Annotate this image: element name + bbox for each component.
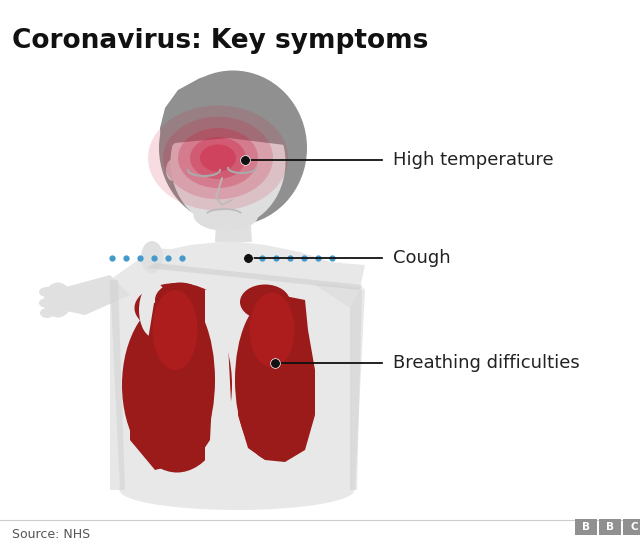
Ellipse shape <box>134 283 220 333</box>
Polygon shape <box>215 185 252 242</box>
Text: Breathing difficulties: Breathing difficulties <box>393 354 580 372</box>
FancyBboxPatch shape <box>575 519 597 535</box>
Ellipse shape <box>155 283 205 317</box>
Ellipse shape <box>163 117 273 199</box>
Ellipse shape <box>122 298 232 472</box>
Text: B: B <box>582 522 590 532</box>
Ellipse shape <box>148 106 288 211</box>
Polygon shape <box>130 430 205 470</box>
Ellipse shape <box>39 287 55 297</box>
Ellipse shape <box>40 308 54 318</box>
Ellipse shape <box>39 298 55 308</box>
Ellipse shape <box>193 199 259 231</box>
Polygon shape <box>160 73 298 155</box>
Polygon shape <box>238 296 315 462</box>
Ellipse shape <box>120 470 355 510</box>
Ellipse shape <box>139 283 169 338</box>
Ellipse shape <box>250 293 294 367</box>
Ellipse shape <box>141 241 163 273</box>
Text: Source: NHS: Source: NHS <box>12 529 90 542</box>
Ellipse shape <box>152 290 198 370</box>
Ellipse shape <box>190 137 246 179</box>
FancyBboxPatch shape <box>623 519 640 535</box>
FancyBboxPatch shape <box>599 519 621 535</box>
Ellipse shape <box>235 300 305 460</box>
Ellipse shape <box>200 145 236 172</box>
Polygon shape <box>110 242 365 490</box>
Ellipse shape <box>240 284 290 320</box>
Ellipse shape <box>145 298 215 463</box>
Ellipse shape <box>178 128 258 188</box>
Ellipse shape <box>166 159 180 181</box>
Polygon shape <box>315 262 360 308</box>
Polygon shape <box>110 280 125 490</box>
Text: Cough: Cough <box>393 249 451 267</box>
Ellipse shape <box>159 70 307 226</box>
Ellipse shape <box>44 283 72 317</box>
Polygon shape <box>147 248 365 288</box>
Text: B: B <box>606 522 614 532</box>
Polygon shape <box>218 285 235 480</box>
Text: High temperature: High temperature <box>393 151 554 169</box>
Polygon shape <box>350 285 362 490</box>
Polygon shape <box>55 275 130 315</box>
Ellipse shape <box>170 97 285 227</box>
Polygon shape <box>142 295 212 465</box>
Text: C: C <box>630 522 638 532</box>
Text: Coronavirus: Key symptoms: Coronavirus: Key symptoms <box>12 28 428 54</box>
Polygon shape <box>147 263 362 290</box>
Polygon shape <box>205 290 218 480</box>
